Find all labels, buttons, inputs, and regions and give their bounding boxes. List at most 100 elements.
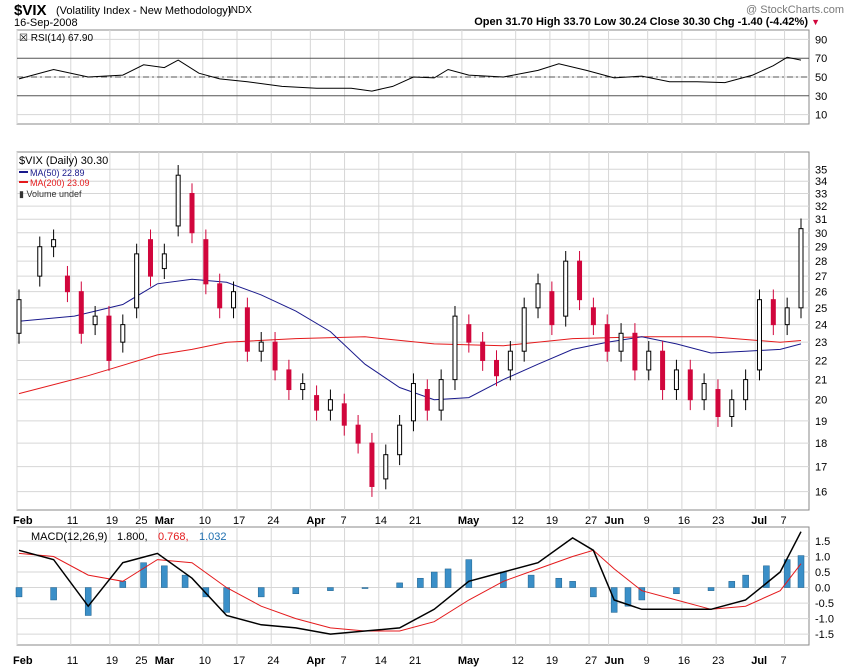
- x-tick-label-bottom: 11: [67, 655, 78, 667]
- macd-y-tick-label: 1.5: [815, 536, 830, 548]
- x-tick-label-top: 27: [585, 515, 597, 527]
- chart-date: 16-Sep-2008: [14, 17, 78, 29]
- x-tick-label-bottom: 12: [512, 655, 524, 667]
- macd-histogram-bar: [444, 568, 452, 588]
- x-tick-label-top: 7: [781, 515, 787, 527]
- macd-histogram-bar: [465, 559, 473, 588]
- price-y-tick-label: 27: [815, 271, 827, 283]
- macd-y-tick-label: 0.0: [815, 583, 830, 595]
- rsi-y-tick-label: 90: [815, 34, 827, 46]
- x-tick-label-bottom: May: [458, 655, 480, 667]
- macd-histogram-bar: [292, 587, 300, 595]
- candle-up: [383, 454, 389, 480]
- candle-up: [16, 299, 22, 334]
- candle-up: [161, 253, 167, 270]
- price-y-tick-label: 32: [815, 201, 827, 213]
- candle-up: [300, 383, 306, 391]
- macd-histogram-bar: [396, 582, 403, 588]
- candle-up: [784, 307, 790, 326]
- candle-down: [341, 403, 347, 426]
- candle-down: [64, 275, 70, 293]
- x-tick-label-top: May: [458, 515, 480, 527]
- macd-histogram-bar: [728, 581, 736, 588]
- price-y-tick-label: 28: [815, 256, 827, 268]
- x-tick-label-top: 9: [644, 515, 650, 527]
- candle-down: [244, 307, 250, 352]
- macd-legend-histogram: 1.032: [199, 531, 227, 543]
- candle-up: [646, 350, 652, 371]
- x-tick-label-top: 21: [409, 515, 421, 527]
- x-tick-label-top: 24: [267, 515, 279, 527]
- x-tick-label-bottom: 9: [644, 655, 650, 667]
- candle-down: [715, 389, 721, 418]
- macd-histogram-bar: [707, 587, 715, 591]
- macd-histogram-bar: [181, 574, 189, 588]
- ma200-legend: MA(200) 23.09: [30, 178, 90, 188]
- x-tick-label-bottom: 27: [585, 655, 597, 667]
- candle-down: [590, 307, 596, 326]
- candle-up: [175, 174, 181, 227]
- candle-down: [286, 369, 292, 391]
- macd-histogram-bar: [84, 587, 92, 616]
- candle-down: [549, 291, 555, 326]
- candle-up: [798, 228, 804, 309]
- price-y-tick-label: 31: [815, 214, 827, 226]
- macd-histogram-bar: [624, 587, 632, 607]
- price-y-tick-label: 33: [815, 189, 827, 201]
- candle-up: [438, 379, 444, 411]
- macd-histogram-bar: [15, 587, 23, 598]
- rsi-y-tick-label: 70: [815, 53, 827, 65]
- candle-down: [632, 332, 638, 371]
- watermark: @ StockCharts.com: [746, 4, 844, 16]
- x-tick-label-bottom: Apr: [306, 655, 326, 667]
- ma200-line: [18, 336, 802, 395]
- macd-histogram-bar: [140, 562, 147, 588]
- macd-histogram-bar: [742, 574, 749, 588]
- price-y-tick-label: 16: [815, 487, 827, 499]
- quote-line: Open 31.70 High 33.70 Low 30.24 Close 30…: [474, 16, 808, 28]
- candle-down: [314, 395, 320, 411]
- candle-up: [673, 369, 679, 391]
- macd-histogram-bar: [500, 571, 507, 588]
- chart-symbol: $VIX: [14, 2, 47, 19]
- x-tick-label-top: 10: [199, 515, 211, 527]
- x-tick-label-top: 14: [375, 515, 387, 527]
- candle-down: [78, 291, 84, 334]
- chg-down-icon: ▼: [811, 17, 820, 27]
- price-y-tick-label: 34: [815, 176, 827, 188]
- candle-down: [577, 260, 583, 301]
- candle-down: [217, 283, 223, 309]
- candle-up: [701, 383, 707, 401]
- x-tick-label-top: 23: [712, 515, 724, 527]
- candle-up: [410, 383, 416, 422]
- rsi-y-tick-label: 50: [815, 72, 827, 84]
- x-tick-label-bottom: 19: [106, 655, 118, 667]
- price-y-tick-label: 29: [815, 242, 827, 254]
- macd-histogram-bar: [223, 587, 230, 613]
- candle-down: [494, 359, 500, 377]
- x-tick-label-top: Jun: [605, 515, 625, 527]
- price-y-tick-label: 21: [815, 375, 827, 387]
- candle-down: [424, 389, 430, 411]
- price-legend-title: $VIX (Daily) 30.30: [19, 155, 108, 167]
- macd-y-tick-label: 0.5: [815, 567, 830, 579]
- x-tick-label-top: 7: [341, 515, 347, 527]
- macd-legend-value: 1.800,: [117, 531, 148, 543]
- x-tick-label-top: Mar: [155, 515, 175, 527]
- candle-up: [134, 253, 140, 309]
- candle-down: [770, 299, 776, 326]
- x-tick-label-bottom: 7: [341, 655, 347, 667]
- rsi-y-tick-label: 10: [815, 110, 827, 122]
- macd-legend-prefix: MACD(12,26,9): [31, 531, 107, 543]
- candle-up: [452, 315, 458, 381]
- chart-name: (Volatility Index - New Methodology): [56, 5, 232, 17]
- candle-up: [756, 299, 762, 371]
- rsi-y-tick-label: 30: [815, 91, 827, 103]
- macd-histogram-bar: [763, 565, 770, 588]
- x-tick-label-top: Jul: [751, 515, 767, 527]
- candle-down: [466, 324, 472, 343]
- macd-histogram-bar: [50, 587, 57, 601]
- x-tick-label-top: Apr: [306, 515, 326, 527]
- candle-down: [604, 324, 610, 352]
